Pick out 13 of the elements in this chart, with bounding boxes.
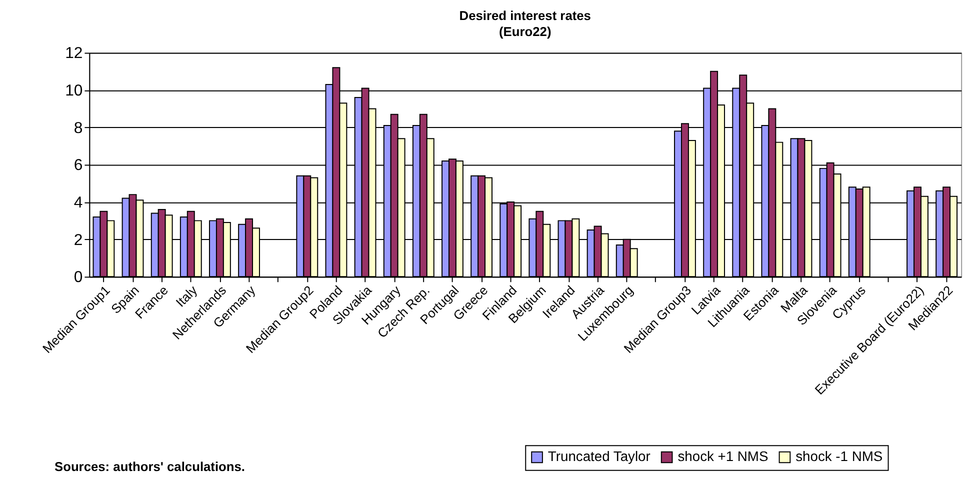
y-tick-label: 10 — [65, 82, 83, 100]
y-tick-label: 2 — [74, 232, 83, 249]
y-tick-label: 8 — [74, 120, 83, 137]
legend-label: shock +1 NMS — [678, 448, 768, 464]
legend-label: shock -1 NMS — [796, 448, 883, 464]
y-tick-label: 0 — [74, 269, 83, 286]
y-tick-label: 6 — [74, 157, 83, 174]
chart-title: Desired interest rates — [459, 8, 591, 24]
y-tick-label: 12 — [65, 45, 83, 62]
legend-label: Truncated Taylor — [548, 448, 651, 464]
y-tick-label: 4 — [74, 194, 83, 212]
chart-subtitle: (Euro22) — [499, 24, 552, 39]
source-note: Sources: authors' calculations. — [54, 458, 246, 474]
